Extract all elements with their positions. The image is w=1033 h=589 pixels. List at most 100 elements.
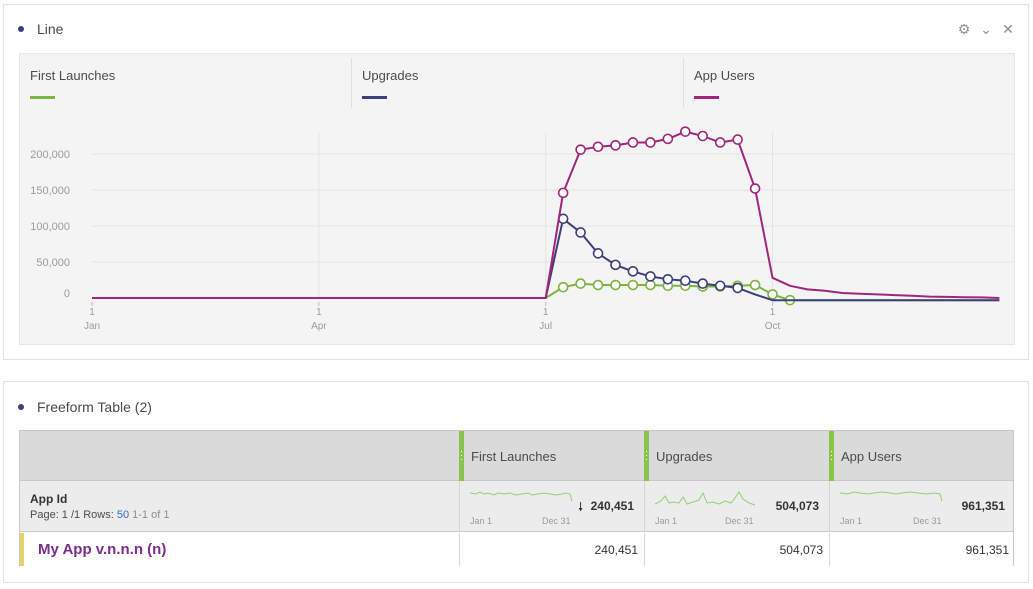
data-point-upgrades <box>714 280 726 292</box>
sparkline-upgrades <box>655 491 756 506</box>
sparkline-start-label: Jan 1 <box>840 516 863 526</box>
drag-handle-icon[interactable] <box>459 431 464 481</box>
data-point-first-launches <box>767 289 778 300</box>
column-total: 961,351 <box>961 499 1005 513</box>
data-point-upgrades <box>679 275 691 287</box>
chart-legend: First Launches Upgrades App Users <box>20 54 1014 114</box>
data-point-first-launches <box>575 278 586 289</box>
column-header-first-launches[interactable]: First Launches <box>459 431 644 481</box>
dimension-label: App Id <box>30 492 68 506</box>
line-panel: Line ⚙ ⌄ ✕ First Launches Upgrades App U… <box>3 4 1029 360</box>
data-point-app-users <box>732 134 743 145</box>
sparkline-end-label: Dec 31 <box>913 516 942 526</box>
legend-item-app-users[interactable]: App Users <box>684 54 1014 114</box>
legend-label: First Launches <box>30 68 116 83</box>
sort-desc-icon[interactable]: 🠗 <box>578 500 584 514</box>
column-header-label: Upgrades <box>656 449 713 464</box>
table-panel-header: Freeform Table (2) <box>18 399 152 415</box>
series-line-upgrades <box>92 217 1000 302</box>
legend-divider <box>683 58 684 108</box>
data-point-upgrades <box>610 259 621 271</box>
line-panel-title: Line <box>37 21 64 37</box>
column-total: 504,073 <box>775 499 819 513</box>
column-header-upgrades[interactable]: Upgrades <box>644 431 829 481</box>
data-point-upgrades <box>645 271 656 282</box>
y-tick-label: 50,000 <box>36 257 70 269</box>
data-point-app-users <box>679 126 691 137</box>
summary-cell-upgrades: Jan 1 Dec 31 504,073 <box>644 481 829 532</box>
close-icon[interactable]: ✕ <box>1002 21 1014 37</box>
freeform-table: First Launches Upgrades App Users App Id… <box>19 430 1014 566</box>
rows-selector[interactable]: 50 <box>116 509 130 521</box>
legend-label: Upgrades <box>362 68 419 83</box>
data-point-first-launches <box>557 281 569 293</box>
panel-dot-icon <box>18 26 24 32</box>
pagination: Page: 1 /1 Rows: 50 1-1 of 1 <box>30 509 169 521</box>
summary-cell-app-users: Jan 1 Dec 31 961,351 <box>829 481 1015 532</box>
data-point-first-launches <box>610 279 621 291</box>
drag-handle-icon[interactable] <box>829 431 834 481</box>
data-point-app-users <box>610 140 621 151</box>
gear-icon[interactable]: ⚙ <box>957 21 971 37</box>
cell-value: 240,451 <box>594 543 638 557</box>
data-point-first-launches <box>627 279 639 291</box>
legend-swatch <box>362 96 387 99</box>
row-cell-upgrades[interactable]: 504,073 <box>644 533 829 566</box>
line-chart: First Launches Upgrades App Users 0 50,00… <box>19 53 1015 345</box>
row-dimension-item[interactable]: My App v.n.n.n (n) <box>38 541 167 558</box>
sparkline-app-users <box>840 491 943 502</box>
legend-swatch <box>694 96 719 99</box>
table-row[interactable]: My App v.n.n.n (n) 240,451 504,073 961,3… <box>20 533 1013 566</box>
x-tick-day: 1 <box>89 307 95 318</box>
column-header-label: App Users <box>841 449 902 464</box>
sparkline-first-launches <box>470 491 573 502</box>
series-line-app-users <box>92 130 1000 299</box>
column-total: 240,451 <box>590 499 634 513</box>
row-selection-marker <box>20 533 24 566</box>
data-point-app-users <box>627 137 639 148</box>
drag-handle-icon[interactable] <box>644 431 649 481</box>
legend-label: App Users <box>694 68 755 83</box>
data-point-app-users <box>662 133 674 145</box>
row-count: 1-1 of 1 <box>132 509 170 521</box>
cell-value: 504,073 <box>779 543 823 557</box>
chart-plot-area: 0 50,000 100,000 150,000 200,000 1 Jan 1 Apr 1 Jul… <box>30 126 1014 332</box>
data-point-app-users <box>575 144 586 155</box>
x-tick-month: Jan <box>84 321 100 332</box>
column-header-app-users[interactable]: App Users <box>829 431 1015 481</box>
x-tick-day: 1 <box>770 307 776 318</box>
panel-controls: ⚙ ⌄ ✕ <box>956 21 1016 37</box>
data-point-app-users <box>749 183 761 194</box>
data-point-upgrades <box>592 248 604 259</box>
y-tick-label: 100,000 <box>30 221 70 233</box>
legend-divider <box>351 58 352 108</box>
data-point-app-users <box>645 137 656 148</box>
data-point-upgrades <box>662 273 674 285</box>
data-point-app-users <box>697 130 709 142</box>
data-point-app-users <box>714 137 726 148</box>
row-cell-app-users[interactable]: 961,351 <box>829 533 1015 566</box>
freeform-table-panel: Freeform Table (2) First Launches Upgrad… <box>3 381 1029 583</box>
sparkline-end-label: Dec 31 <box>725 516 754 526</box>
column-header-label: First Launches <box>471 449 557 464</box>
y-tick-label: 200,000 <box>30 149 70 161</box>
legend-swatch <box>30 96 55 99</box>
chevron-down-icon[interactable]: ⌄ <box>980 21 992 37</box>
x-tick-day: 1 <box>316 307 322 318</box>
data-point-upgrades <box>575 227 586 238</box>
x-tick-day: 1 <box>543 307 549 318</box>
data-point-first-launches <box>645 279 656 291</box>
data-point-upgrades <box>697 278 709 289</box>
y-tick-label: 150,000 <box>30 185 70 197</box>
legend-item-upgrades[interactable]: Upgrades <box>352 54 682 114</box>
page-label: Page: 1 /1 Rows: <box>30 509 114 521</box>
x-tick-month: Jul <box>539 321 552 332</box>
data-point-app-users <box>557 187 569 199</box>
data-point-first-launches <box>592 279 604 291</box>
data-point-upgrades <box>627 266 639 277</box>
row-cell-first-launches[interactable]: 240,451 <box>459 533 644 566</box>
y-tick-label: 0 <box>64 288 70 300</box>
cell-value: 961,351 <box>965 543 1009 557</box>
panel-dot-icon <box>18 404 24 410</box>
legend-item-first-launches[interactable]: First Launches <box>20 54 350 114</box>
